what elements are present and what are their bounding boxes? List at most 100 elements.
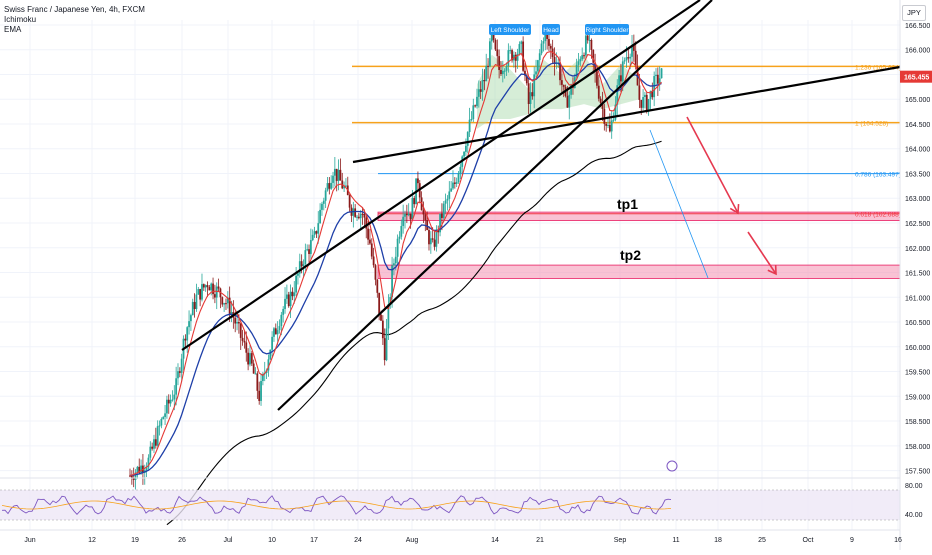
candle-body: [180, 358, 183, 373]
price-tick: 160.500: [905, 320, 930, 327]
candle-body: [596, 71, 598, 86]
fib-label-1: 1 (164.528): [855, 121, 888, 128]
candle-body: [503, 70, 506, 72]
candle-body: [618, 75, 620, 86]
candle-body: [644, 94, 646, 98]
candle-body: [140, 465, 142, 473]
candle-body: [276, 330, 279, 335]
candle-body: [367, 228, 369, 240]
candle-body: [608, 124, 611, 132]
candle-body: [363, 213, 366, 218]
candle-body: [306, 249, 309, 251]
candle-body: [208, 287, 211, 291]
candle-body: [638, 85, 641, 100]
candle-body: [376, 279, 379, 293]
candle-body: [488, 41, 491, 67]
candle-body: [313, 231, 316, 235]
candle-body: [575, 64, 578, 78]
rsi-tick: 80.00: [905, 483, 923, 490]
candle-body: [498, 56, 501, 71]
down-arrow: [747, 231, 777, 275]
candle-body: [422, 210, 425, 215]
arrow-head: [767, 264, 777, 276]
candle-body: [490, 34, 493, 42]
candle-body: [304, 250, 307, 265]
candle-body: [258, 390, 261, 401]
candle-body: [319, 209, 322, 224]
projection-arrows: [686, 116, 777, 276]
pattern-badge: [585, 24, 629, 35]
candle-body: [387, 304, 390, 329]
candle-body: [149, 446, 152, 458]
candle-body: [132, 478, 135, 480]
candle-body: [378, 292, 381, 315]
candle-body: [274, 328, 277, 335]
time-tick: Jul: [224, 537, 233, 544]
projection-line: [649, 129, 709, 279]
candle-body: [201, 284, 203, 300]
candle-body: [603, 108, 606, 124]
candle-body: [269, 349, 272, 360]
candle-body: [424, 214, 427, 221]
trendline: [277, 0, 713, 411]
candle-body: [202, 284, 205, 288]
price-tick: 162.500: [905, 221, 930, 228]
candle-body: [535, 71, 537, 75]
candle-body: [453, 182, 456, 184]
candle-body: [448, 191, 451, 199]
rsi-signal: [1, 500, 672, 510]
candle-body: [369, 239, 371, 244]
candle-body: [134, 472, 137, 480]
candles: [129, 25, 663, 490]
candle-body: [586, 35, 589, 41]
candle-body: [160, 419, 163, 426]
candle-body: [383, 338, 386, 361]
candle-body: [354, 208, 357, 217]
candle-body: [308, 249, 310, 254]
candle-body: [507, 50, 510, 67]
price-tick: 165.000: [905, 97, 930, 104]
candle-body: [621, 61, 624, 82]
candle-body: [280, 314, 283, 327]
candle-body: [164, 413, 166, 417]
candle-body: [400, 225, 403, 237]
candle-body: [627, 57, 630, 59]
currency-badge[interactable]: JPY: [902, 5, 926, 21]
candle-body: [212, 283, 214, 295]
indicator-ichimoku[interactable]: Ichimoku: [4, 15, 37, 24]
candle-body: [241, 337, 244, 341]
candle-body: [234, 317, 237, 324]
candle-body: [642, 97, 644, 108]
chart-legend: Swiss Franc / Japanese Yen, 4h, FXCM Ich…: [4, 5, 145, 35]
candle-body: [599, 98, 602, 104]
price-tick: 163.500: [905, 171, 930, 178]
candle-body: [195, 294, 198, 310]
candle-body: [428, 230, 430, 245]
candle-body: [474, 105, 477, 107]
candle-body: [178, 371, 181, 373]
candle-body: [177, 371, 179, 379]
time-tick: 19: [131, 537, 139, 544]
candle-body: [588, 40, 591, 42]
last-price-badge: [900, 70, 932, 83]
candle-body: [446, 198, 449, 201]
indicator-ema[interactable]: EMA: [4, 25, 22, 34]
candle-body: [433, 239, 436, 247]
candle-body: [291, 291, 294, 297]
candle-body: [483, 80, 486, 82]
candle-body: [130, 475, 133, 479]
candle-body: [285, 294, 288, 299]
candle-body: [476, 96, 478, 107]
candle-body: [463, 151, 465, 157]
candle-body: [393, 263, 395, 266]
fib-label-0.786: 0.786 (163.497): [855, 172, 901, 179]
candle-body: [645, 94, 648, 112]
candle-body: [293, 292, 296, 297]
candle-body: [590, 40, 593, 50]
candle-body: [660, 68, 663, 79]
candle-body: [533, 74, 536, 97]
fib-label-1.236: 1.236 (165.664): [855, 64, 901, 71]
candle-body: [154, 439, 157, 446]
